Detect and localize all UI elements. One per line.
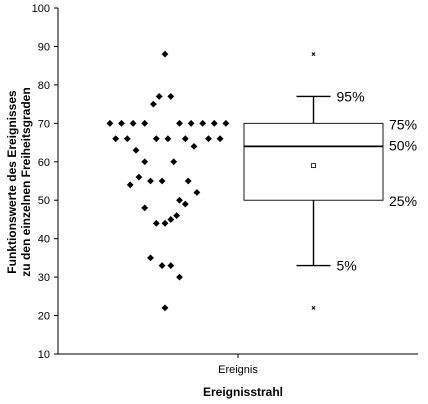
label-75-percent: 75%	[389, 116, 417, 132]
outlier-marker	[311, 305, 316, 310]
y-tick-label: 90	[38, 41, 50, 53]
y-tick-label: 50	[38, 195, 50, 207]
data-point	[173, 212, 180, 219]
data-point	[176, 273, 183, 281]
outlier-marker	[311, 52, 316, 57]
label-50-percent: 50%	[389, 138, 417, 154]
iqr-box	[243, 122, 384, 201]
data-point	[167, 262, 175, 269]
data-point	[176, 119, 183, 127]
data-point	[164, 135, 172, 143]
data-point	[158, 177, 166, 185]
data-point	[210, 119, 218, 127]
data-point	[176, 196, 183, 204]
y-tick-label: 40	[38, 234, 50, 246]
y-tick-label: 100	[32, 3, 50, 15]
data-point	[147, 177, 154, 185]
data-point	[155, 93, 163, 100]
data-point	[158, 262, 166, 269]
data-point	[106, 119, 114, 127]
data-point	[126, 181, 134, 189]
y-tick-label: 70	[38, 118, 50, 130]
y-tick-label: 10	[38, 349, 50, 361]
y-axis-title-line2: zu den einzelnen Freiheitsgraden	[19, 87, 33, 276]
data-point	[167, 216, 175, 223]
data-point	[141, 158, 149, 166]
data-point	[152, 219, 160, 227]
data-point	[161, 219, 169, 227]
data-point	[181, 135, 189, 143]
y-tick-label: 30	[38, 272, 50, 284]
data-point	[141, 204, 149, 212]
data-point	[184, 177, 192, 185]
x-axis-title: Ereignisstrahl	[203, 385, 283, 399]
data-point	[199, 119, 207, 127]
data-point	[141, 119, 149, 127]
data-point	[216, 135, 224, 143]
data-point	[161, 50, 169, 58]
label-25-percent: 25%	[389, 193, 417, 209]
data-point	[222, 119, 230, 127]
data-point	[193, 189, 201, 196]
label-95-percent: 95%	[337, 88, 365, 104]
x-category-label: Ereignis	[218, 364, 258, 376]
data-point	[132, 146, 140, 154]
data-point	[118, 119, 125, 127]
mean-marker	[311, 163, 316, 169]
y-tick-label: 80	[38, 80, 50, 92]
strip-points	[106, 50, 230, 312]
data-point	[190, 143, 198, 150]
data-point	[161, 304, 169, 312]
data-point	[129, 119, 137, 127]
y-axis-title: Funktionswerte des Ereignisses zu den ei…	[5, 87, 33, 276]
data-point	[152, 135, 160, 143]
data-point	[150, 100, 157, 108]
data-point	[205, 135, 212, 143]
data-point	[123, 135, 131, 143]
data-point	[187, 119, 195, 127]
y-axis-title-line1: Funktionswerte des Ereignisses	[5, 90, 19, 274]
data-point	[112, 135, 120, 143]
label-5-percent: 5%	[337, 258, 357, 274]
data-point	[135, 173, 143, 181]
data-point	[167, 93, 175, 100]
data-point	[181, 200, 189, 208]
y-axis-ticks: 10 20 30 40 50 60 70 80 90 100	[32, 3, 58, 361]
box-plot: 95% 75% 50% 25% 5%	[243, 52, 417, 310]
y-tick-label: 20	[38, 311, 50, 323]
data-point	[147, 254, 154, 262]
data-point	[170, 158, 178, 166]
y-tick-label: 60	[38, 157, 50, 169]
